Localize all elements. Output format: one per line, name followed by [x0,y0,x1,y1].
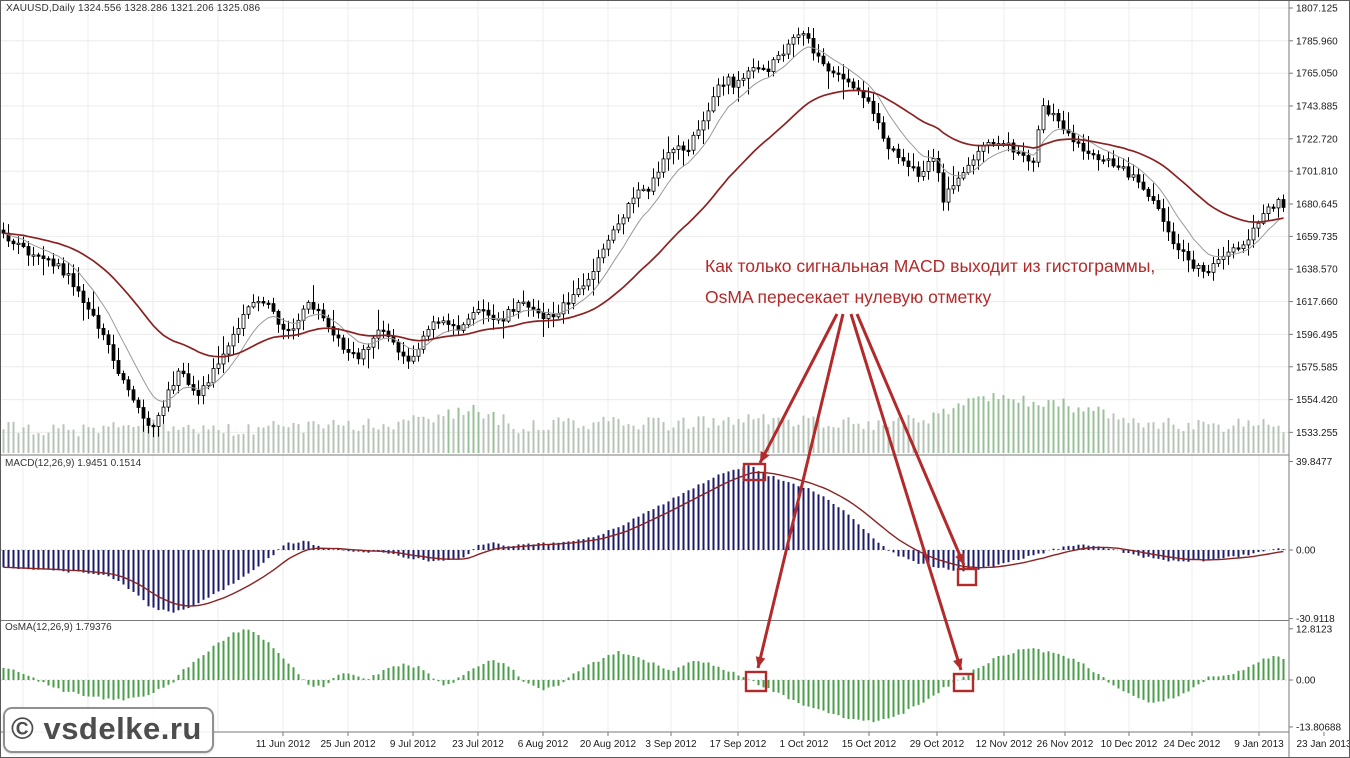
candlestick-series [1,27,1286,438]
svg-text:12.8123: 12.8123 [1296,624,1333,635]
annotation-text: Как только сигнальная MACD выходит из ги… [705,251,1155,313]
svg-text:9 Jan 2013: 9 Jan 2013 [1234,739,1284,750]
svg-text:25 Jun 2012: 25 Jun 2012 [320,739,375,750]
watermark-text: © vsdelke.ru [11,711,202,746]
svg-text:12 Nov 2012: 12 Nov 2012 [976,739,1033,750]
svg-text:39.8477: 39.8477 [1296,457,1333,468]
svg-text:1807.125: 1807.125 [1296,4,1338,15]
svg-text:-30.9118: -30.9118 [1296,614,1335,625]
svg-text:1617.660: 1617.660 [1296,297,1338,308]
grid-lines [1,1,1289,732]
watermark-badge: © vsdelke.ru [3,707,214,753]
svg-text:1659.735: 1659.735 [1296,232,1338,243]
svg-text:29 Oct 2012: 29 Oct 2012 [910,739,965,750]
svg-text:23 Jul 2012: 23 Jul 2012 [452,739,504,750]
svg-text:1575.585: 1575.585 [1296,362,1338,373]
macd-signal-line [3,471,1284,607]
svg-text:1743.885: 1743.885 [1296,101,1338,112]
svg-text:6 Aug 2012: 6 Aug 2012 [518,739,569,750]
axis-frame [1,1,1290,757]
svg-text:1722.720: 1722.720 [1296,134,1338,145]
ma-fast-line [3,46,1284,403]
svg-text:3 Sep 2012: 3 Sep 2012 [645,739,697,750]
svg-text:26 Nov 2012: 26 Nov 2012 [1037,739,1094,750]
volume-bars [2,393,1285,453]
annotation-line-2: OsMA пересекает нулевую отметку [705,287,992,307]
annotation-line-1: Как только сигнальная MACD выходит из ги… [705,256,1156,276]
svg-text:10 Dec 2012: 10 Dec 2012 [1101,739,1158,750]
annotation-squares [742,462,978,693]
annotation-arrows [755,313,966,671]
svg-text:1785.960: 1785.960 [1296,36,1338,47]
svg-text:1701.810: 1701.810 [1296,167,1338,178]
svg-text:23 Jan 2013: 23 Jan 2013 [1296,739,1350,750]
svg-text:1554.420: 1554.420 [1296,395,1338,406]
svg-text:17 Sep 2012: 17 Sep 2012 [710,739,767,750]
svg-text:1765.050: 1765.050 [1296,69,1338,80]
svg-text:-13.80688: -13.80688 [1296,722,1341,733]
date-axis-labels: 11 Jun 2012 25 Jun 2012 9 Jul 2012 23 Jul 2… [256,732,1350,750]
svg-text:15 Oct 2012: 15 Oct 2012 [842,739,897,750]
svg-text:1638.570: 1638.570 [1296,265,1338,276]
ma-slow-line [3,89,1284,358]
svg-text:1680.645: 1680.645 [1296,199,1338,210]
svg-text:9 Jul 2012: 9 Jul 2012 [390,739,437,750]
svg-text:0.00: 0.00 [1296,546,1316,557]
osma-panel-label: OsMA(12,26,9) 1.79376 [5,622,112,633]
price-axis-labels: 1807.125 1785.960 1765.050 1743.885 1722.720… [1289,4,1341,733]
svg-text:1533.255: 1533.255 [1296,428,1338,439]
svg-text:20 Aug 2012: 20 Aug 2012 [580,739,637,750]
svg-text:24 Dec 2012: 24 Dec 2012 [1164,739,1221,750]
chart-title: XAUUSD,Daily 1324.556 1328.286 1321.206 … [6,3,261,14]
macd-panel-label: MACD(12,26,9) 1.9451 0.1514 [5,458,142,469]
svg-text:0.00: 0.00 [1296,676,1316,687]
svg-text:11 Jun 2012: 11 Jun 2012 [256,739,311,750]
svg-text:1 Oct 2012: 1 Oct 2012 [780,739,829,750]
osma-histogram [2,629,1285,723]
svg-text:1596.495: 1596.495 [1296,330,1338,341]
macd-histogram [2,465,1285,613]
